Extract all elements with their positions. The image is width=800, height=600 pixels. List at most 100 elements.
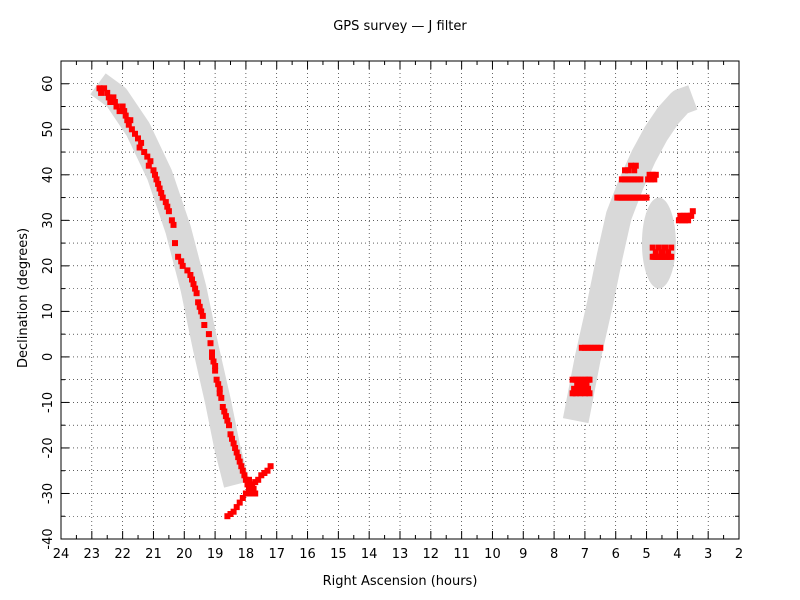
data-point [679,217,685,224]
chart-title: GPS survey — J filter [333,19,467,34]
data-point [201,322,208,328]
data-point [187,272,194,278]
data-point [107,99,114,105]
plot-frame [60,60,740,540]
data-point [98,89,105,96]
data-point [168,217,175,224]
data-point [222,413,229,420]
data-point [648,176,655,183]
data-point [224,417,231,424]
y-tick-label: 50 [41,121,56,138]
data-point [637,176,644,183]
data-point [597,344,604,351]
galactic-plane-band [562,85,698,424]
data-point [205,331,212,338]
data-point [588,344,595,351]
data-point [569,376,576,383]
data-point [675,217,682,224]
data-point [581,376,588,383]
y-tick-label: -40 [41,528,56,549]
data-point [144,153,151,160]
data-point [255,476,262,483]
data-point [677,212,684,219]
x-tick-label: 13 [392,547,409,562]
data-point [193,290,200,297]
data-point [127,117,134,124]
data-point [250,485,257,492]
data-point [574,381,581,388]
x-tick-label: 17 [268,547,285,562]
data-point [162,199,169,206]
data-point [688,212,695,219]
x-tick-label: 6 [612,547,620,562]
data-point [156,185,163,192]
x-tick-label: 2 [735,547,743,562]
data-point [150,167,157,174]
data-point [685,217,692,224]
data-point [105,94,112,101]
x-tick-label: 22 [114,547,131,562]
data-point [652,171,659,178]
data-point [101,85,108,92]
data-point [147,158,154,165]
data-point [111,99,118,105]
data-point [625,167,632,174]
data-point [179,262,186,269]
data-point [258,472,265,479]
data-point [659,249,665,256]
data-point [113,103,120,110]
data-point [195,299,202,306]
data-point [665,249,672,256]
data-point [172,240,178,247]
data-point [628,176,635,183]
x-tick-label: 19 [207,547,224,562]
data-point [155,180,162,187]
data-point [226,422,232,429]
y-tick-label: -20 [41,437,56,458]
data-point [138,139,145,146]
data-point [122,112,129,119]
data-point [249,481,256,488]
data-point [227,431,234,438]
data-point [689,208,696,215]
data-point [198,308,205,315]
data-point [116,108,123,115]
data-point [216,390,223,397]
data-point [585,344,591,351]
data-point [242,490,249,497]
data-point [189,276,195,283]
axis-ticks: 24 23 22 21 20 19 18 17 16 15 14 13 12 11 10 9 8 7 6 5 4 3 2 -4… [41,61,743,562]
y-tick-label: 0 [41,353,56,361]
x-tick-label: 3 [704,547,712,562]
y-tick-label: -10 [41,392,56,413]
data-point [233,449,240,456]
data-point [622,167,628,174]
x-tick-label: 14 [361,547,378,562]
data-point [96,85,103,92]
data-point [242,476,249,483]
data-point [631,176,638,183]
x-tick-label: 15 [330,547,347,562]
data-point [583,381,590,388]
data-point [578,381,585,388]
data-point [121,108,128,115]
data-point [145,162,152,169]
data-point [219,404,226,410]
region-ellipse [641,197,676,289]
data-point [246,476,252,483]
data-point [634,176,641,183]
data-point [230,440,237,447]
data-point [192,285,199,292]
data-point [128,126,135,133]
y-tick-label: 60 [41,75,56,92]
data-point [680,212,687,219]
x-tick-label: 23 [84,547,101,562]
data-point [196,303,203,310]
data-point [209,349,215,356]
data-point [571,385,578,392]
data-point [236,499,243,506]
data-point [119,103,126,110]
data-point [261,470,268,476]
data-point [239,495,246,501]
data-point [628,162,635,169]
